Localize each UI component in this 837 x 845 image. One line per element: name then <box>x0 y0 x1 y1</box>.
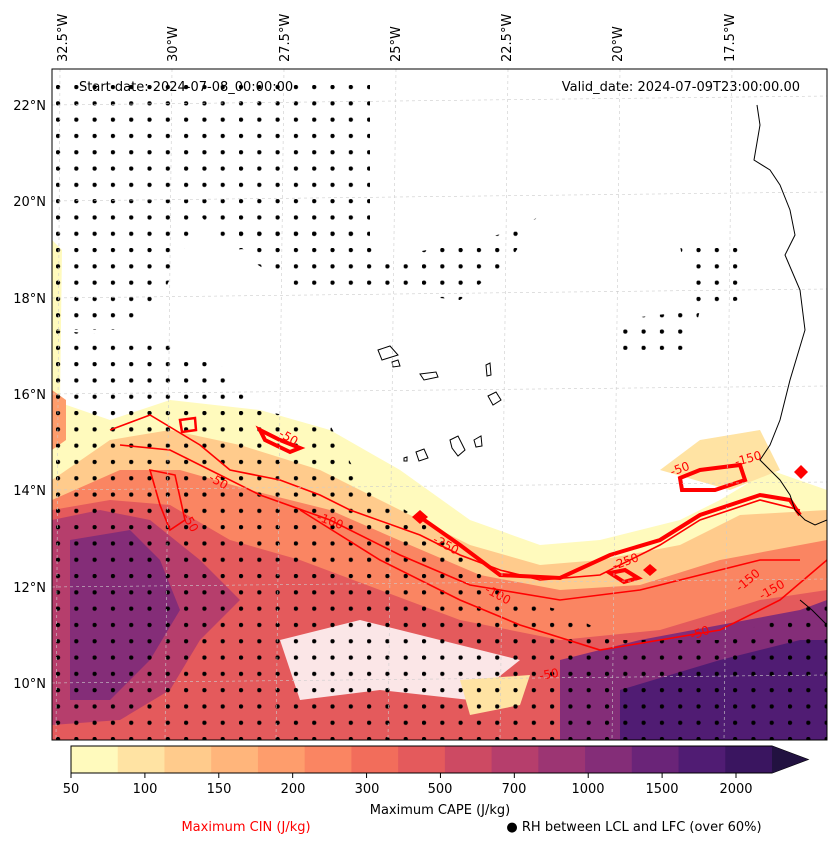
colorbar-box <box>304 746 352 773</box>
start-date-label: Start date: 2024-07-08_00:00:00 <box>79 80 293 95</box>
colorbar-tick-label: 1500 <box>645 782 678 797</box>
colorbar-box <box>257 746 306 773</box>
cin-legend-label: Maximum CIN (J/kg) <box>181 820 310 835</box>
colorbar-tick-labels: 50 100 150 200 300 500 700 1000 1500 200… <box>63 782 753 797</box>
coastline <box>377 104 827 626</box>
contour-label: -50 <box>538 666 560 683</box>
lon-label: 25°W <box>389 26 404 62</box>
lat-label: 12°N <box>13 581 46 596</box>
lat-label: 10°N <box>13 677 46 692</box>
colorbar-box <box>164 746 212 773</box>
colorbar-tick-label: 300 <box>355 782 380 797</box>
colorbar-tick-label: 200 <box>281 782 306 797</box>
colorbar-tick-label: 500 <box>428 782 453 797</box>
colorbar-box <box>585 746 633 773</box>
longitude-labels: 32.5°W 30°W 27.5°W 25°W 22.5°W 20°W 17.5… <box>56 14 738 62</box>
colorbar-tick-label: 50 <box>63 782 80 797</box>
rh-legend-label: ● RH between LCL and LFC (over 60%) <box>506 820 761 835</box>
colorbar-box <box>538 746 586 773</box>
map-panel: -50 -50 -50 -100 -250 -250 -100 -50 -150… <box>51 68 828 741</box>
colorbar-title: Maximum CAPE (J/kg) <box>370 803 510 818</box>
colorbar-tick-label: 2000 <box>719 782 752 797</box>
colorbar-box <box>351 746 399 773</box>
colorbar-extend-arrow <box>772 746 808 773</box>
lon-label: 20°W <box>611 26 626 62</box>
colorbar-box <box>398 746 446 773</box>
graticule <box>52 69 827 740</box>
colorbar-box <box>444 746 493 773</box>
lat-label: 16°N <box>13 388 46 403</box>
valid-date-label: Valid_date: 2024-07-09T23:00:00.00 <box>562 80 800 95</box>
colorbar-tick-label: 1000 <box>571 782 604 797</box>
lon-label: 27.5°W <box>278 14 293 62</box>
colorbar-tick-label: 150 <box>207 782 232 797</box>
colorbar-box <box>678 746 726 773</box>
colorbar-box <box>117 746 165 773</box>
lon-label: 30°W <box>166 26 181 62</box>
lat-label: 14°N <box>13 484 46 499</box>
contour-label: -50 <box>688 623 711 643</box>
cape-colorbar: 50 100 150 200 300 500 700 1000 1500 200… <box>63 745 810 818</box>
lat-label: 20°N <box>13 195 46 210</box>
colorbar-box <box>71 746 119 773</box>
lon-label: 17.5°W <box>723 14 738 62</box>
latitude-labels: 22°N 20°N 18°N 16°N 14°N 12°N 10°N <box>13 99 46 692</box>
contour-label: -150 <box>733 448 763 469</box>
colorbar-ticks <box>70 773 737 778</box>
lon-label: 22.5°W <box>500 14 515 62</box>
rh-stipple <box>52 85 827 740</box>
colorbar-tick-label: 700 <box>502 782 527 797</box>
lat-label: 22°N <box>13 99 46 114</box>
colorbar-box <box>211 746 259 773</box>
lat-label: 18°N <box>13 292 46 307</box>
colorbar-boxes <box>70 745 810 774</box>
colorbar-tick-label: 100 <box>133 782 158 797</box>
cin-contours <box>109 414 827 651</box>
lon-label: 32.5°W <box>56 14 71 62</box>
map-frame <box>51 68 828 741</box>
contour-label: -50 <box>668 459 691 479</box>
colorbar-box <box>725 746 773 773</box>
colorbar-box <box>491 746 539 773</box>
colorbar-box <box>631 746 680 773</box>
